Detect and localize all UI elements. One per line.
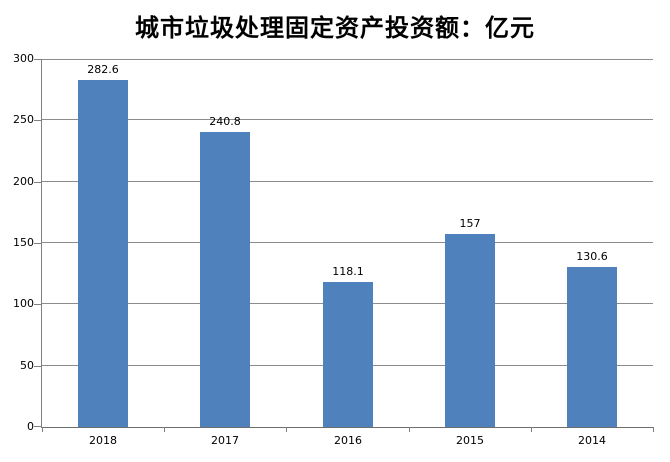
x-axis-tick	[531, 427, 532, 432]
x-axis-label: 2016	[334, 434, 362, 447]
y-axis-tick	[34, 59, 42, 60]
gridline	[42, 59, 653, 60]
gridline	[42, 119, 653, 120]
x-axis-tick	[42, 427, 43, 432]
x-axis-label: 2014	[578, 434, 606, 447]
y-axis-label: 100	[13, 297, 34, 310]
bar-value-label: 157	[459, 217, 481, 230]
x-axis-tick	[409, 427, 410, 432]
chart-title: 城市垃圾处理固定资产投资额：亿元	[135, 13, 535, 42]
x-axis-label: 2017	[211, 434, 239, 447]
y-axis-label: 150	[13, 236, 34, 249]
y-axis-tick	[34, 120, 42, 121]
bar-value-label: 118.1	[332, 265, 364, 278]
y-axis-tick	[34, 426, 42, 427]
bar	[567, 267, 617, 427]
x-axis-tick	[653, 427, 654, 432]
bar-value-label: 240.8	[209, 115, 241, 128]
y-axis-tick	[34, 304, 42, 305]
y-axis-tick	[34, 366, 42, 367]
y-axis-tick	[34, 182, 42, 183]
x-axis-label: 2015	[456, 434, 484, 447]
bar	[323, 282, 373, 427]
bar	[445, 234, 495, 427]
bar-value-label: 282.6	[87, 63, 119, 76]
bar-value-label: 130.6	[576, 250, 608, 263]
bar	[200, 132, 250, 427]
x-axis-tick	[286, 427, 287, 432]
x-axis-tick	[164, 427, 165, 432]
plot-area: 0 50 100 150 200 250 300 282.6 2018 240.8 2017 118.…	[13, 52, 654, 447]
y-axis-label: 250	[13, 113, 34, 126]
y-axis-label: 300	[13, 52, 34, 65]
y-axis-label: 0	[27, 420, 34, 433]
gridline	[42, 181, 653, 182]
x-axis-label: 2018	[89, 434, 117, 447]
y-axis-tick	[34, 243, 42, 244]
gridline	[42, 242, 653, 243]
y-axis-label: 200	[13, 175, 34, 188]
bar	[78, 80, 128, 427]
y-axis-label: 50	[20, 359, 34, 372]
